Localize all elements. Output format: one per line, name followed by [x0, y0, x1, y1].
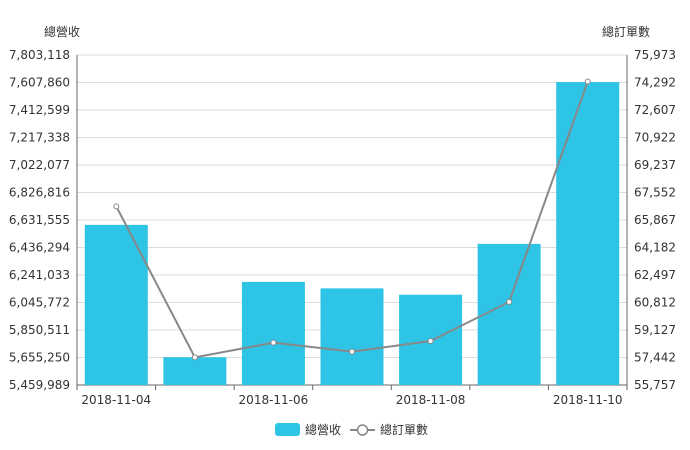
right-axis-tick-label: 60,812: [634, 296, 676, 310]
right-axis-tick-label: 65,867: [634, 213, 676, 227]
right-axis-tick-label: 72,607: [634, 103, 676, 117]
legend-line-marker[interactable]: [356, 424, 369, 436]
bar[interactable]: [241, 281, 305, 385]
left-axis-title: 總營收: [44, 24, 80, 39]
bar[interactable]: [84, 224, 148, 385]
x-axis-tick-label: 2018-11-08: [396, 393, 466, 407]
right-axis-tick-label: 57,442: [634, 351, 676, 365]
left-axis-tick-label: 6,826,816: [9, 186, 70, 200]
line-point[interactable]: [191, 354, 198, 361]
line-point[interactable]: [270, 339, 277, 346]
bar[interactable]: [556, 82, 620, 386]
right-axis-tick-label: 62,497: [634, 268, 676, 282]
axes: 7,803,118 75,973 7,607,860 74,292 7,412,599 7…: [9, 48, 676, 407]
legend-bar-label[interactable]: 總營收: [305, 422, 341, 437]
x-axis-tick-label: 2018-11-06: [239, 393, 309, 407]
legend-bar-swatch[interactable]: [275, 423, 300, 436]
left-axis-tick-label: 7,412,599: [9, 103, 70, 117]
x-axis-tick-label: 2018-11-10: [553, 393, 623, 407]
legend[interactable]: 總營收 總訂單數: [275, 422, 428, 437]
left-axis-tick-label: 5,850,511: [9, 323, 70, 337]
line-point[interactable]: [113, 203, 120, 210]
right-axis-tick-label: 75,973: [634, 48, 676, 62]
right-axis-tick-label: 69,237: [634, 158, 676, 172]
left-axis-tick-label: 7,803,118: [9, 48, 70, 62]
line-point[interactable]: [506, 298, 513, 305]
left-axis-tick-label: 6,631,555: [9, 213, 70, 227]
right-axis-tick-label: 59,127: [634, 323, 676, 337]
line-point[interactable]: [349, 348, 355, 355]
left-axis-tick-label: 7,022,077: [9, 158, 70, 172]
bar[interactable]: [320, 288, 384, 385]
right-axis-tick-label: 67,552: [634, 186, 676, 200]
left-axis-tick-label: 5,459,989: [9, 378, 70, 392]
line-point[interactable]: [427, 338, 434, 345]
right-axis-tick-label: 74,292: [634, 76, 676, 90]
line-point[interactable]: [584, 78, 591, 85]
right-axis-tick-label: 55,757: [634, 378, 676, 392]
left-axis-tick-label: 7,607,860: [9, 76, 70, 90]
left-axis-tick-label: 6,045,772: [9, 296, 70, 310]
right-axis-title: 總訂單數: [602, 24, 650, 39]
bar[interactable]: [163, 357, 227, 385]
bar-series: [84, 82, 620, 386]
left-axis-tick-label: 5,655,250: [9, 351, 70, 365]
line-series: [113, 78, 591, 361]
right-axis-tick-label: 70,922: [634, 131, 676, 145]
x-axis-tick-label: 2018-11-04: [81, 393, 151, 407]
right-axis-tick-label: 64,182: [634, 241, 676, 255]
left-axis-tick-label: 7,217,338: [9, 131, 70, 145]
legend-line-label[interactable]: 總訂單數: [380, 422, 428, 437]
bar[interactable]: [477, 243, 541, 385]
left-axis-tick-label: 6,436,294: [9, 241, 70, 255]
left-axis-tick-label: 6,241,033: [9, 268, 70, 282]
